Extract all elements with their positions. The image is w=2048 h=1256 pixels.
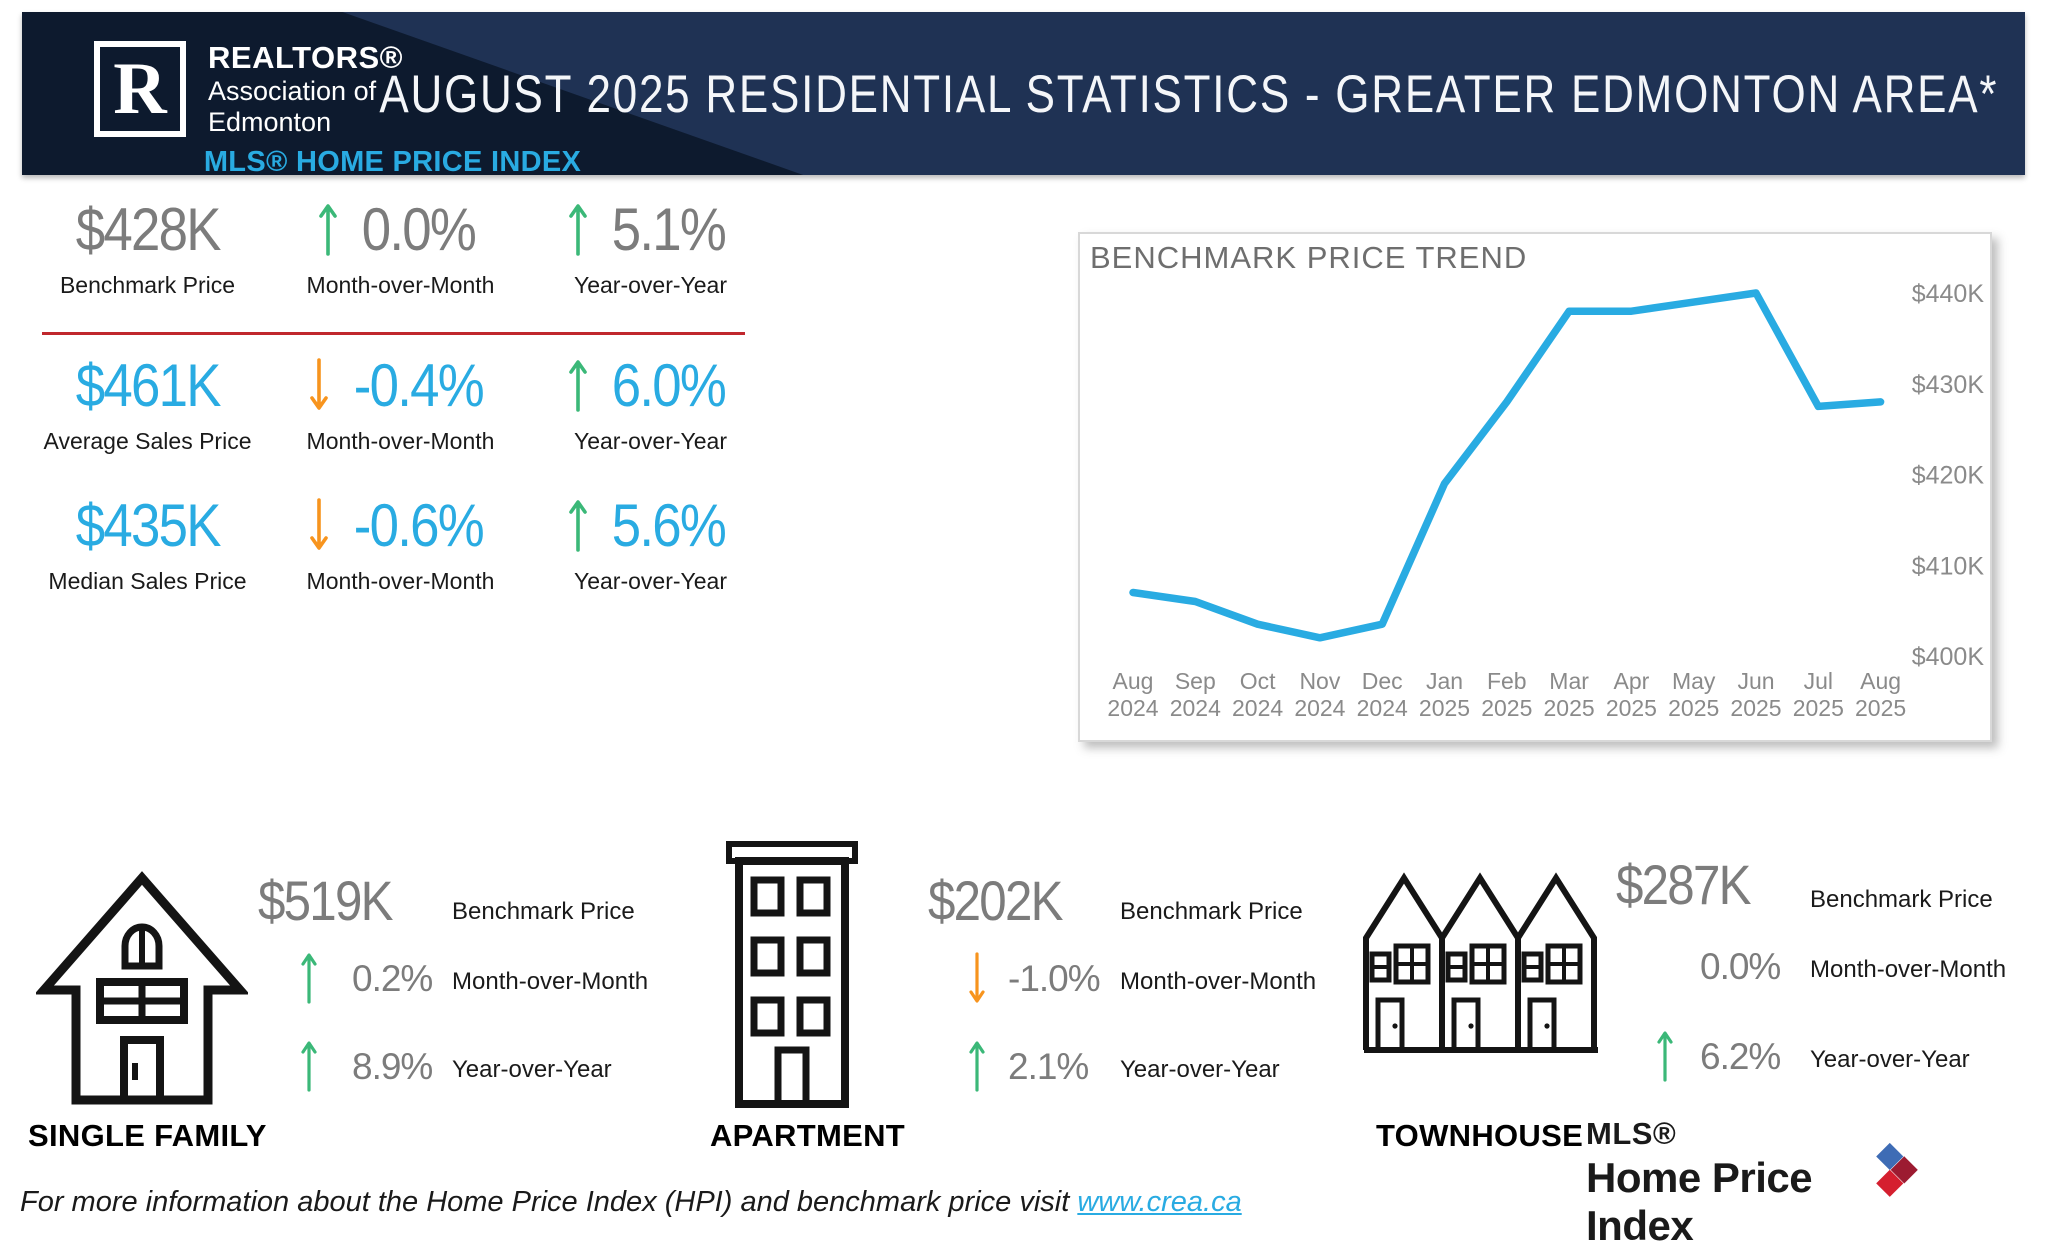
hpi-row-median: $435K Median Sales Price -0.6% Month-ove… [40,492,745,602]
median-price-value: $435K [75,491,222,559]
hpi-section-title: MLS® HOME PRICE INDEX [203,146,582,178]
up-arrow-icon [569,500,587,552]
average-mom-value: -0.4% [353,351,485,419]
segment-name-townhouse: TOWNHOUSE [1376,1118,1584,1153]
segment-name-apartment: APARTMENT [710,1118,905,1153]
townhouse-mom-label: Month-over-Month [1810,956,2007,983]
single-family-benchmark-value: $519K [258,869,393,932]
benchmark-price-label: Benchmark Price [59,272,236,298]
footer-note: For more information about the Home Pric… [20,1186,1242,1219]
footer-text: For more information about the Home Pric… [20,1186,1078,1218]
apartment-yoy-value: 2.1% [1008,1046,1089,1087]
realtor-r-icon: R [94,41,186,138]
up-arrow-icon [301,953,317,1004]
red-divider-line [42,332,745,335]
svg-text:$400K: $400K [1912,643,1985,671]
average-yoy-label: Year-over-Year [573,428,727,454]
apartment-benchmark-label: Benchmark Price [1120,898,1303,925]
segment-name-single-family: SINGLE FAMILY [28,1118,267,1153]
logo-subtext-2: Edmonton [208,107,332,138]
single-family-benchmark-label: Benchmark Price [452,898,635,925]
average-yoy-value: 6.0% [611,351,727,419]
logo-subtext-1: Association of [208,76,377,106]
median-yoy-label: Year-over-Year [573,568,727,594]
apartment-benchmark-value: $202K [928,869,1063,932]
townhouse-yoy-value: 6.2% [1700,1036,1781,1077]
townhouse-row-icon [1363,872,1598,1053]
benchmark-yoy-value: 5.1% [611,195,727,263]
mls-logo-line1: MLS® [1586,1116,1677,1151]
benchmark-yoy-label: Year-over-Year [573,272,727,298]
mls-hpi-logo: MLS® Home Price Index [1586,1116,1926,1249]
down-arrow-icon [310,498,328,550]
single-family-yoy-label: Year-over-Year [452,1056,612,1083]
apartment-mom-label: Month-over-Month [1120,968,1317,995]
benchmark-price-value: $428K [75,195,222,263]
median-price-label: Median Sales Price [48,568,247,594]
median-mom-value: -0.6% [353,491,485,559]
single-family-yoy-value: 8.9% [352,1046,433,1087]
down-arrow-icon [969,952,985,1003]
average-price-label: Average Sales Price [43,428,252,454]
average-mom-label: Month-over-Month [306,428,495,454]
average-price-value: $461K [75,351,222,419]
up-arrow-icon [301,1041,317,1092]
apartment-yoy-label: Year-over-Year [1120,1056,1280,1083]
page-title: AUGUST 2025 RESIDENTIAL STATISTICS - GRE… [379,63,1998,124]
up-arrow-icon [1657,1031,1673,1082]
townhouse-yoy-label: Year-over-Year [1810,1046,1970,1073]
single-family-mom-value: 0.2% [352,958,433,999]
benchmark-mom-value: 0.0% [361,195,477,263]
hpi-row-average: $461K Average Sales Price -0.4% Month-ov… [40,352,745,462]
up-arrow-icon [569,360,587,412]
benchmark-mom-label: Month-over-Month [306,272,495,298]
crea-link[interactable]: www.crea.ca [1077,1186,1242,1218]
median-yoy-value: 5.6% [611,491,727,559]
svg-text:$430K: $430K [1912,371,1985,399]
single-family-mom-label: Month-over-Month [452,968,649,995]
apartment-building-icon [726,841,858,1108]
apartment-mom-value: -1.0% [1008,958,1101,999]
single-family-house-icon [36,871,248,1105]
realtor-r-letter: R [113,48,167,131]
realtors-association-logo: R REALTORS® Association of Edmonton [94,40,403,138]
townhouse-benchmark-value: $287K [1616,853,1751,916]
header-banner: R REALTORS® Association of Edmonton AUGU… [22,12,2025,175]
benchmark-price-trend-chart: BENCHMARK PRICE TREND Aug 2024 Sep 2024 Oct 2… [1078,232,1992,742]
median-mom-label: Month-over-Month [306,568,495,594]
townhouse-benchmark-label: Benchmark Price [1810,886,1993,913]
hpi-row-benchmark: $428K Benchmark Price 0.0% Month-over-Mo… [40,196,745,306]
chart-title: BENCHMARK PRICE TREND [1090,240,1528,275]
svg-text:$410K: $410K [1912,552,1985,580]
mls-hpi-logo-diamonds-icon [1876,1142,1918,1197]
svg-text:$440K: $440K [1912,280,1985,308]
up-arrow-icon [569,204,587,256]
up-arrow-icon [319,204,337,256]
down-arrow-icon [310,358,328,410]
townhouse-mom-value: 0.0% [1700,946,1781,987]
mls-logo-line2: Home Price Index [1586,1154,1813,1249]
up-arrow-icon [969,1041,985,1092]
logo-brand-text: REALTORS® [208,40,403,75]
svg-text:$420K: $420K [1912,462,1985,490]
